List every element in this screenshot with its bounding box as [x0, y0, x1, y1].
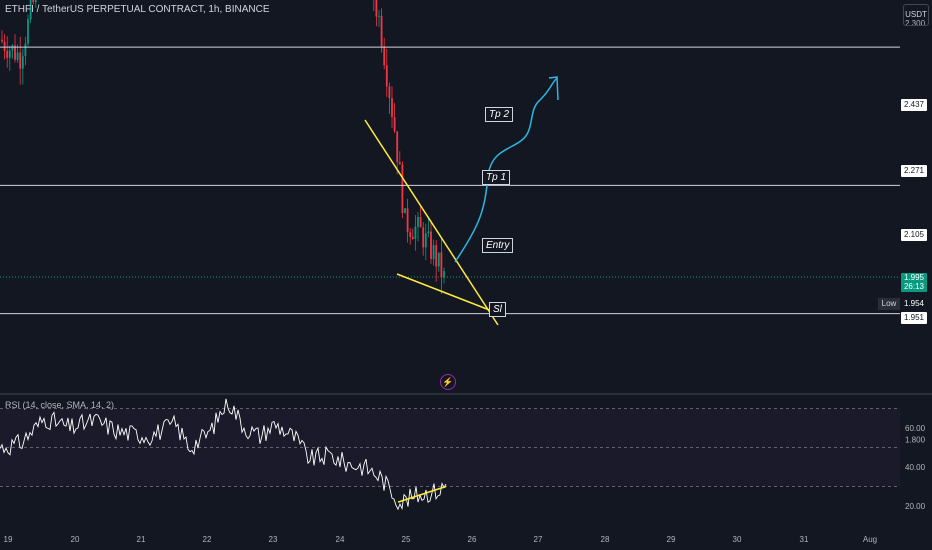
entry-label[interactable]: Entry — [482, 238, 514, 253]
time-tick: 25 — [402, 535, 411, 544]
candle-body — [32, 0, 35, 3]
candle-body — [27, 19, 29, 44]
candle-body — [19, 52, 22, 69]
candle-body — [29, 0, 32, 20]
time-tick: 28 — [601, 535, 610, 544]
rsi-divergence-line[interactable] — [397, 485, 447, 503]
time-tick: 27 — [534, 535, 543, 544]
candle-body — [1, 39, 3, 42]
upper-trend-line[interactable] — [364, 119, 499, 326]
candle-body — [419, 216, 422, 228]
tp1-label[interactable]: Tp 1 — [482, 170, 511, 185]
price-tick: 1.800 — [905, 435, 926, 444]
price-candles — [1, 0, 445, 294]
level-tag-sl: 1.951 — [901, 312, 927, 324]
candle-body — [409, 232, 412, 237]
candle-body — [417, 216, 419, 227]
candle-body — [24, 43, 27, 57]
candle-countdown: 26:13 — [903, 282, 925, 291]
candle-body — [380, 15, 383, 47]
time-tick: 23 — [269, 535, 278, 544]
time-tick: 22 — [203, 535, 212, 544]
candle-body — [432, 245, 435, 259]
time-tick: 31 — [800, 535, 809, 544]
candle-body — [383, 46, 386, 66]
candle-body — [406, 208, 409, 233]
candle-body — [11, 45, 14, 51]
candle-body — [404, 208, 406, 214]
candle-body — [427, 231, 430, 234]
projection-arrowhead — [548, 76, 559, 101]
candle-body — [391, 98, 393, 118]
lightning-icon[interactable]: ⚡ — [440, 374, 456, 390]
level-tag-entry: 2.105 — [901, 229, 927, 241]
level-tag-tp2: 2.437 — [901, 99, 927, 111]
candle-body — [378, 15, 380, 17]
candle-body — [437, 252, 440, 267]
low-value: 1.954 — [901, 298, 927, 310]
price-tick: 2.300 — [905, 19, 926, 28]
horizontal-levels — [0, 46, 900, 315]
candle-body — [14, 45, 16, 60]
candle-body — [414, 226, 417, 240]
candle-body — [375, 0, 378, 17]
candle-body — [3, 41, 6, 51]
time-tick: 30 — [733, 535, 742, 544]
current-price: 1.995 — [903, 273, 925, 282]
rsi-legend: RSI (14, close, SMA, 14, 2) — [5, 400, 115, 410]
time-tick: 19 — [4, 535, 13, 544]
time-tick: 24 — [336, 535, 345, 544]
candle-body — [401, 164, 404, 214]
rsi-line — [0, 398, 447, 511]
time-tick: 20 — [71, 535, 80, 544]
rsi-panel — [0, 398, 900, 511]
projection-path — [454, 77, 558, 263]
candle-body — [8, 50, 11, 58]
sl-label[interactable]: Sl — [489, 302, 506, 317]
candle-body — [393, 117, 396, 132]
candle-body — [34, 0, 37, 3]
lower-trend-line[interactable] — [396, 273, 493, 312]
candle-body — [6, 50, 9, 58]
rsi-tick: 40.00 — [905, 463, 926, 472]
rsi-tick: 20.00 — [905, 502, 926, 511]
candle-body — [430, 231, 432, 259]
candle-body — [398, 162, 401, 165]
time-tick: 29 — [667, 535, 676, 544]
tp2-label[interactable]: Tp 2 — [485, 107, 514, 122]
chart-title: ETHFI / TetherUS PERPETUAL CONTRACT, 1h,… — [5, 4, 270, 15]
candle-body — [424, 233, 427, 248]
candle-body — [435, 245, 438, 267]
candle-body — [388, 86, 391, 99]
time-tick: 26 — [468, 535, 477, 544]
candle-body — [411, 236, 414, 240]
currency-button[interactable]: USDT — [903, 4, 929, 26]
current-price-tag: 1.995 26:13 — [901, 273, 927, 292]
time-tick: 21 — [137, 535, 146, 544]
rsi-tick: 60.00 — [905, 424, 926, 433]
candle-body — [422, 227, 425, 248]
time-tick: Aug — [863, 535, 877, 544]
level-tag-tp1: 2.271 — [901, 165, 927, 177]
candle-body — [443, 271, 445, 278]
candle-body — [396, 131, 399, 163]
trend-lines — [364, 119, 499, 326]
candle-body — [21, 56, 24, 69]
candle-body — [16, 52, 19, 60]
low-label: Low — [878, 298, 900, 310]
candle-body — [440, 252, 443, 278]
candle-body — [385, 65, 388, 87]
